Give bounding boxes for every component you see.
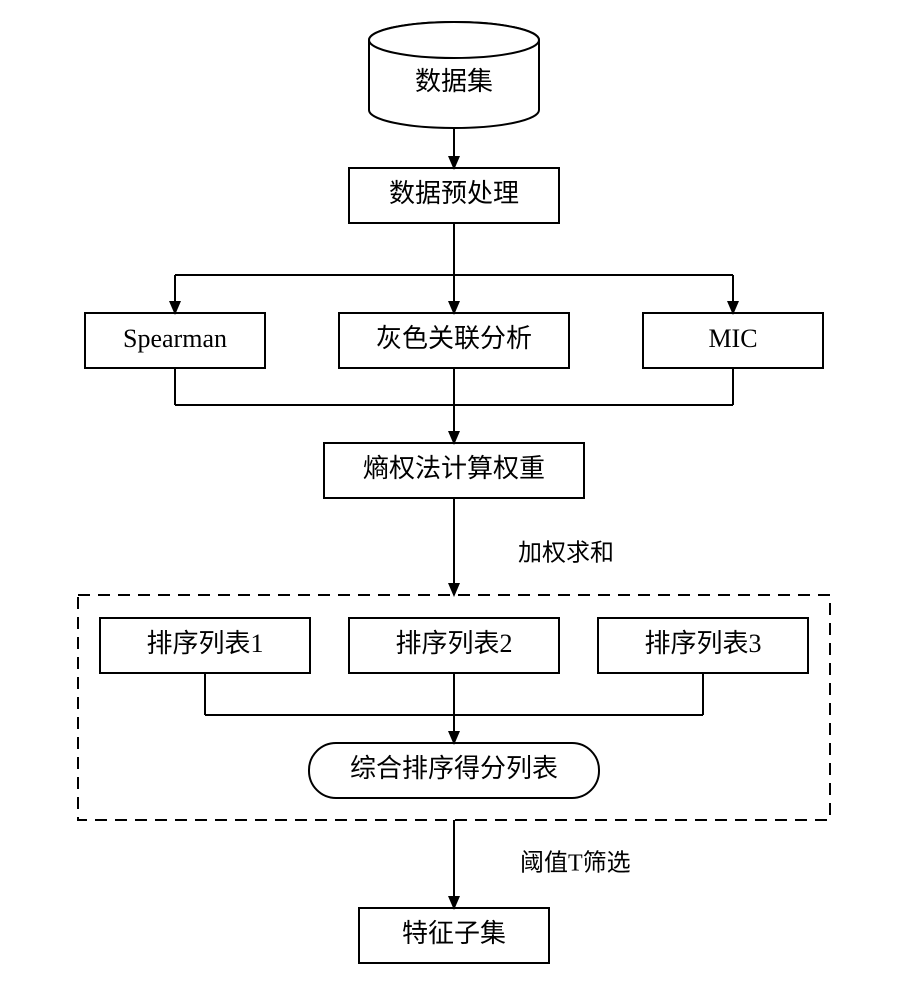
label-entropy: 熵权法计算权重	[363, 454, 545, 483]
label-dataset: 数据集	[415, 67, 493, 96]
label-spearman: Spearman	[123, 324, 227, 353]
label-weighted-sum: 加权求和	[518, 540, 614, 567]
label-threshold: 阈值T筛选	[520, 850, 631, 877]
edge-preprocess-fanout	[175, 223, 733, 313]
label-list1: 排序列表1	[146, 629, 263, 658]
node-mic: MIC	[643, 313, 823, 368]
node-subset: 特征子集	[359, 908, 549, 963]
node-dataset: 数据集	[369, 22, 539, 128]
node-list1: 排序列表1	[100, 618, 310, 673]
label-subset: 特征子集	[402, 919, 506, 948]
node-score: 综合排序得分列表	[309, 743, 599, 798]
node-entropy: 熵权法计算权重	[324, 443, 584, 498]
label-preprocess: 数据预处理	[389, 179, 519, 208]
edge-entropy-dashed: 加权求和	[454, 498, 614, 595]
label-score: 综合排序得分列表	[350, 754, 558, 783]
edge-dashed-subset: 阈值T筛选	[454, 820, 631, 908]
label-mic: MIC	[708, 324, 757, 353]
node-list3: 排序列表3	[598, 618, 808, 673]
label-list2: 排序列表2	[395, 629, 512, 658]
node-gra: 灰色关联分析	[339, 313, 569, 368]
node-list2: 排序列表2	[349, 618, 559, 673]
label-gra: 灰色关联分析	[376, 324, 532, 353]
label-list3: 排序列表3	[644, 629, 761, 658]
node-preprocess: 数据预处理	[349, 168, 559, 223]
edge-fanin-entropy	[175, 368, 733, 443]
edge-lists-score	[205, 673, 703, 743]
node-spearman: Spearman	[85, 313, 265, 368]
